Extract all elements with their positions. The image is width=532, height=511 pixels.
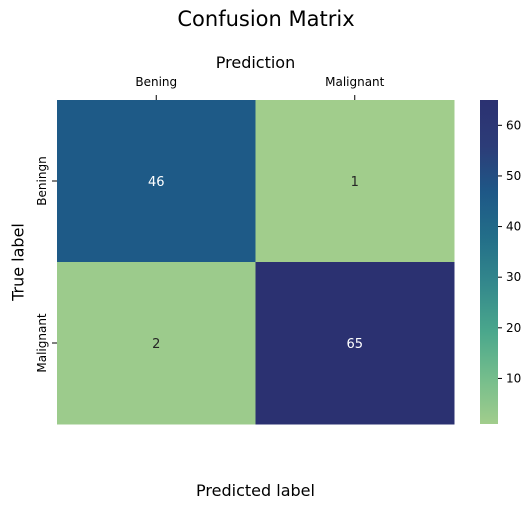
y-tick-label: Malignant	[35, 313, 49, 373]
y-tick-label: Beningn	[35, 156, 49, 205]
heatmap-cell	[255, 100, 455, 263]
x-tick-label: Bening	[135, 75, 177, 89]
colorbar-tick-label: 50	[506, 169, 521, 183]
colorbar-tick-label: 60	[506, 118, 521, 132]
colorbar-tick-label: 30	[506, 270, 521, 284]
colorbar	[480, 100, 498, 424]
heatmap-cell	[255, 262, 455, 425]
cell-value-label: 46	[148, 175, 165, 190]
cell-value-label: 1	[351, 175, 359, 190]
colorbar-tick-label: 20	[506, 321, 521, 335]
x-axis-label: Predicted label	[196, 481, 315, 500]
heatmap-cell	[57, 100, 256, 263]
colorbar-tick-label: 10	[506, 371, 521, 385]
chart-title: Confusion Matrix	[177, 7, 355, 31]
top-axis-label: Prediction	[215, 53, 296, 72]
x-tick-label: Malignant	[325, 75, 385, 89]
cell-value-label: 65	[346, 337, 363, 352]
heatmap-cell	[57, 262, 256, 425]
colorbar-tick-label: 40	[506, 220, 521, 234]
cell-value-label: 2	[152, 337, 160, 352]
